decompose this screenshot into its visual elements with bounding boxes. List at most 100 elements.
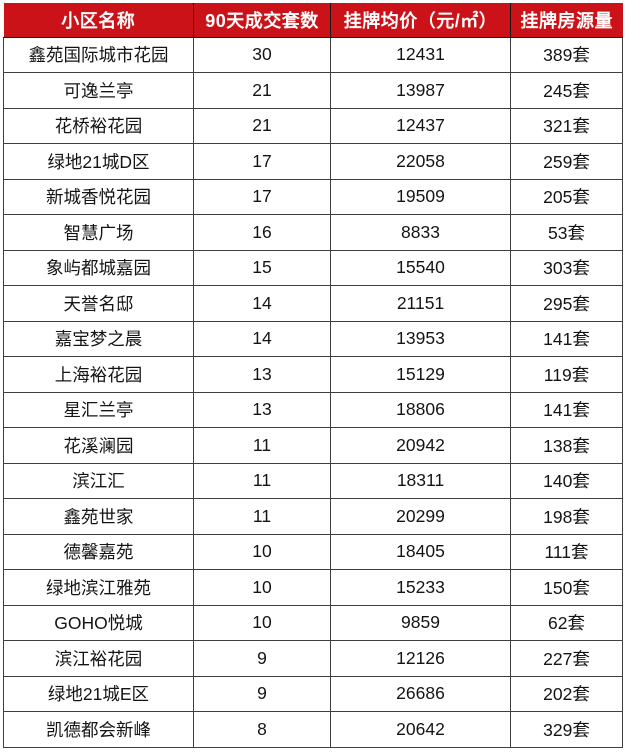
cell-community-name: 上海裕花园 xyxy=(3,356,194,393)
cell-deals-90d: 13 xyxy=(193,391,331,428)
cell-community-name: 嘉宝梦之晨 xyxy=(3,320,194,357)
cell-community-name: 滨江汇 xyxy=(3,462,194,499)
cell-avg-price: 20299 xyxy=(330,498,511,535)
cell-listings-count: 138套 xyxy=(510,427,623,464)
cell-listings-count: 227套 xyxy=(510,640,623,677)
cell-community-name: 绿地21城D区 xyxy=(3,143,194,180)
cell-avg-price: 21151 xyxy=(330,285,511,322)
table-row: 天誉名邸 14 21151 295套 xyxy=(3,285,623,322)
header-community-name: 小区名称 xyxy=(3,3,194,38)
cell-community-name: 凯德都会新峰 xyxy=(3,711,194,748)
cell-listings-count: 140套 xyxy=(510,462,623,499)
table-row: 德馨嘉苑 10 18405 111套 xyxy=(3,533,623,570)
cell-avg-price: 12126 xyxy=(330,640,511,677)
cell-deals-90d: 10 xyxy=(193,569,331,606)
community-listings-table-container: 小区名称 90天成交套数 挂牌均价（元/㎡） 挂牌房源量 鑫苑国际城市花园 30 1… xyxy=(3,3,623,748)
cell-listings-count: 141套 xyxy=(510,320,623,357)
table-row: 花溪澜园 11 20942 138套 xyxy=(3,427,623,464)
cell-listings-count: 259套 xyxy=(510,143,623,180)
cell-community-name: 鑫苑国际城市花园 xyxy=(3,36,194,73)
table-row: 绿地21城D区 17 22058 259套 xyxy=(3,143,623,180)
cell-listings-count: 329套 xyxy=(510,711,623,748)
cell-listings-count: 119套 xyxy=(510,356,623,393)
cell-avg-price: 18806 xyxy=(330,391,511,428)
community-listings-table: 小区名称 90天成交套数 挂牌均价（元/㎡） 挂牌房源量 鑫苑国际城市花园 30 1… xyxy=(3,3,623,748)
table-row: 智慧广场 16 8833 53套 xyxy=(3,214,623,251)
cell-community-name: 新城香悦花园 xyxy=(3,178,194,215)
table-row: 凯德都会新峰 8 20642 329套 xyxy=(3,711,623,748)
cell-deals-90d: 9 xyxy=(193,675,331,712)
cell-community-name: 花桥裕花园 xyxy=(3,107,194,144)
table-row: 滨江裕花园 9 12126 227套 xyxy=(3,640,623,677)
cell-listings-count: 111套 xyxy=(510,533,623,570)
header-avg-price: 挂牌均价（元/㎡） xyxy=(330,3,511,38)
table-row: 星汇兰亭 13 18806 141套 xyxy=(3,391,623,428)
cell-avg-price: 15129 xyxy=(330,356,511,393)
cell-deals-90d: 21 xyxy=(193,107,331,144)
cell-community-name: 滨江裕花园 xyxy=(3,640,194,677)
cell-deals-90d: 11 xyxy=(193,498,331,535)
cell-avg-price: 18311 xyxy=(330,462,511,499)
cell-community-name: 星汇兰亭 xyxy=(3,391,194,428)
cell-community-name: 绿地滨江雅苑 xyxy=(3,569,194,606)
cell-deals-90d: 10 xyxy=(193,533,331,570)
cell-deals-90d: 14 xyxy=(193,285,331,322)
cell-listings-count: 303套 xyxy=(510,249,623,286)
cell-community-name: 天誉名邸 xyxy=(3,285,194,322)
cell-deals-90d: 17 xyxy=(193,178,331,215)
table-row: 上海裕花园 13 15129 119套 xyxy=(3,356,623,393)
cell-community-name: 绿地21城E区 xyxy=(3,675,194,712)
cell-deals-90d: 30 xyxy=(193,36,331,73)
table-row: 花桥裕花园 21 12437 321套 xyxy=(3,107,623,144)
cell-avg-price: 8833 xyxy=(330,214,511,251)
cell-deals-90d: 11 xyxy=(193,427,331,464)
cell-community-name: 可逸兰亭 xyxy=(3,72,194,109)
table-row: 可逸兰亭 21 13987 245套 xyxy=(3,72,623,109)
cell-deals-90d: 13 xyxy=(193,356,331,393)
header-row: 小区名称 90天成交套数 挂牌均价（元/㎡） 挂牌房源量 xyxy=(3,3,623,38)
cell-avg-price: 20942 xyxy=(330,427,511,464)
table-header: 小区名称 90天成交套数 挂牌均价（元/㎡） 挂牌房源量 xyxy=(3,3,623,38)
cell-community-name: 鑫苑世家 xyxy=(3,498,194,535)
table-row: 鑫苑世家 11 20299 198套 xyxy=(3,498,623,535)
cell-listings-count: 141套 xyxy=(510,391,623,428)
cell-listings-count: 389套 xyxy=(510,36,623,73)
cell-community-name: GOHO悦城 xyxy=(3,604,194,641)
table-row: 滨江汇 11 18311 140套 xyxy=(3,462,623,499)
header-deals-90d: 90天成交套数 xyxy=(193,3,331,38)
table-row: 嘉宝梦之晨 14 13953 141套 xyxy=(3,320,623,357)
cell-avg-price: 15233 xyxy=(330,569,511,606)
cell-avg-price: 9859 xyxy=(330,604,511,641)
cell-listings-count: 321套 xyxy=(510,107,623,144)
cell-deals-90d: 15 xyxy=(193,249,331,286)
cell-listings-count: 202套 xyxy=(510,675,623,712)
cell-listings-count: 150套 xyxy=(510,569,623,606)
cell-avg-price: 13987 xyxy=(330,72,511,109)
cell-deals-90d: 8 xyxy=(193,711,331,748)
cell-deals-90d: 16 xyxy=(193,214,331,251)
cell-avg-price: 20642 xyxy=(330,711,511,748)
cell-listings-count: 295套 xyxy=(510,285,623,322)
cell-deals-90d: 21 xyxy=(193,72,331,109)
cell-community-name: 花溪澜园 xyxy=(3,427,194,464)
header-listings-count: 挂牌房源量 xyxy=(510,3,623,38)
cell-listings-count: 62套 xyxy=(510,604,623,641)
cell-listings-count: 205套 xyxy=(510,178,623,215)
cell-avg-price: 18405 xyxy=(330,533,511,570)
cell-community-name: 智慧广场 xyxy=(3,214,194,251)
cell-avg-price: 12437 xyxy=(330,107,511,144)
cell-avg-price: 26686 xyxy=(330,675,511,712)
table-row: 鑫苑国际城市花园 30 12431 389套 xyxy=(3,36,623,73)
cell-deals-90d: 17 xyxy=(193,143,331,180)
cell-deals-90d: 14 xyxy=(193,320,331,357)
cell-avg-price: 13953 xyxy=(330,320,511,357)
table-row: GOHO悦城 10 9859 62套 xyxy=(3,604,623,641)
cell-avg-price: 15540 xyxy=(330,249,511,286)
cell-community-name: 德馨嘉苑 xyxy=(3,533,194,570)
cell-deals-90d: 11 xyxy=(193,462,331,499)
table-row: 象屿都城嘉园 15 15540 303套 xyxy=(3,249,623,286)
table-body: 鑫苑国际城市花园 30 12431 389套 可逸兰亭 21 13987 245套 花桥裕花园 2… xyxy=(3,36,623,748)
table-row: 绿地滨江雅苑 10 15233 150套 xyxy=(3,569,623,606)
cell-deals-90d: 9 xyxy=(193,640,331,677)
cell-community-name: 象屿都城嘉园 xyxy=(3,249,194,286)
